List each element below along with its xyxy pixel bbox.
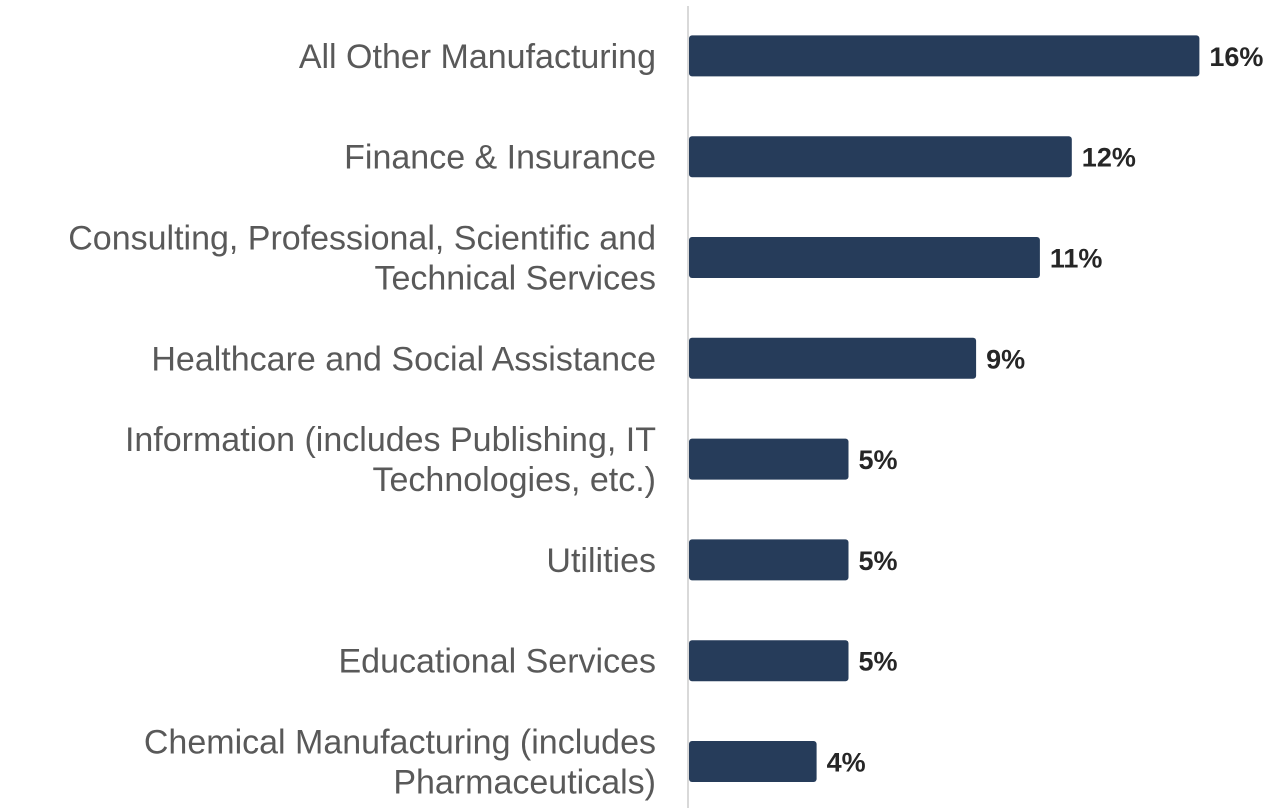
category-label: All Other Manufacturing	[299, 38, 656, 76]
category-label: Consulting, Professional, Scientific and…	[68, 220, 656, 298]
data-label: 5%	[859, 546, 898, 576]
data-label: 4%	[827, 748, 866, 778]
bar	[689, 438, 849, 480]
data-label: 9%	[986, 344, 1025, 374]
bar	[689, 136, 1072, 178]
category-label-line: Information (includes Publishing, IT	[125, 421, 656, 459]
category-label-line: Chemical Manufacturing (includes	[144, 724, 656, 762]
category-label: Finance & Insurance	[344, 139, 656, 177]
bar	[689, 640, 849, 682]
bar	[689, 35, 1200, 77]
data-label: 12%	[1082, 143, 1136, 173]
category-label-line: Pharmaceuticals)	[393, 764, 656, 802]
bar	[689, 741, 817, 782]
category-label-line: Technologies, etc.)	[373, 461, 657, 499]
bar	[689, 237, 1040, 278]
category-label-line: Technical Services	[374, 260, 656, 298]
category-label: Educational Services	[338, 643, 656, 681]
category-label-line: Consulting, Professional, Scientific and	[68, 220, 656, 258]
data-label: 16%	[1209, 42, 1263, 72]
category-label: Chemical Manufacturing (includes Pharmace…	[144, 724, 656, 802]
bar	[689, 539, 849, 581]
category-label-line: Utilities	[546, 542, 656, 580]
data-label: 11%	[1050, 244, 1103, 274]
data-label: 5%	[859, 647, 898, 677]
category-label: Utilities	[546, 542, 656, 580]
category-label: Healthcare and Social Assistance	[151, 340, 656, 378]
data-label: 5%	[859, 445, 898, 475]
category-label: Information (includes Publishing, IT Tech…	[125, 421, 656, 499]
category-label-line: All Other Manufacturing	[299, 38, 656, 76]
category-label-line: Educational Services	[338, 643, 656, 681]
category-label-line: Healthcare and Social Assistance	[151, 340, 656, 378]
category-label-line: Finance & Insurance	[344, 139, 656, 177]
bar	[689, 337, 977, 379]
